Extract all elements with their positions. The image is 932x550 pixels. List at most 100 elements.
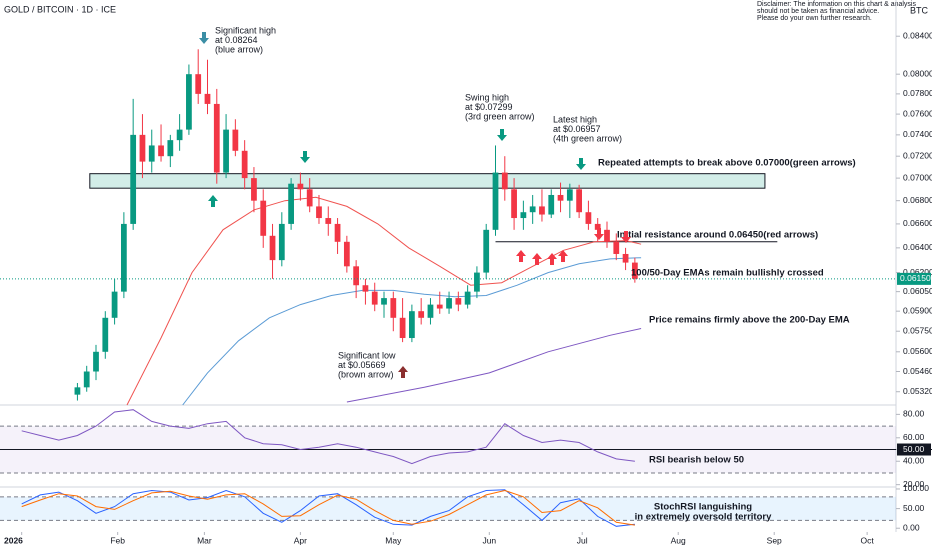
y-tick-label: 50.00 <box>903 444 925 454</box>
candle-body <box>539 206 545 215</box>
indicator-line <box>21 489 635 526</box>
candle-body <box>120 223 127 292</box>
annotation: StochRSI languishing <box>654 502 752 513</box>
last-price-label: 0.06150 <box>900 273 931 283</box>
resistance-zone <box>89 173 766 189</box>
candle-body <box>455 298 462 305</box>
candle-body <box>511 189 517 219</box>
candle-body <box>158 145 164 157</box>
y-tick-label: 0.07200 <box>903 150 932 160</box>
candle-body <box>399 317 406 339</box>
y-tick-label: 0.07600 <box>903 108 932 118</box>
arrow <box>547 253 557 265</box>
annotation: at 0.08264 <box>215 35 258 45</box>
y-tick-label: 0.05750 <box>903 325 932 335</box>
candle-body <box>557 194 564 201</box>
annotation: (4th green arrow) <box>553 133 622 143</box>
candle-body <box>316 206 322 219</box>
x-tick-label: Apr <box>294 535 307 545</box>
currency: BTC <box>910 5 929 15</box>
x-tick-label: Jun <box>482 535 496 545</box>
candle-body <box>260 200 267 236</box>
candle-body <box>436 304 443 309</box>
candle-body <box>613 241 620 254</box>
y-tick-label: 20.00 <box>903 479 925 489</box>
y-tick-label: 100.00 <box>903 483 929 493</box>
candle-body <box>139 134 146 162</box>
arrow <box>199 32 209 44</box>
candle-body <box>325 218 332 224</box>
candle-body <box>353 266 360 286</box>
x-tick-label: Mar <box>197 535 212 545</box>
annotation: at $0.07299 <box>465 102 513 112</box>
y-tick-label: 0.07000 <box>903 172 932 182</box>
arrow <box>558 250 568 262</box>
candle-body <box>474 272 480 292</box>
candle-body <box>566 189 573 201</box>
candle-body <box>176 129 183 141</box>
arrow <box>576 158 586 170</box>
annotation: Latest high <box>553 114 597 124</box>
annotation: (brown arrow) <box>338 369 394 379</box>
candle-body <box>585 212 592 224</box>
y-tick-label: 0.07800 <box>903 88 932 98</box>
y-tick-label: 0.05320 <box>903 386 932 396</box>
arrow <box>497 129 507 141</box>
candle-body <box>622 253 629 263</box>
candle-body <box>631 262 638 279</box>
annotation: RSI bearish below 50 <box>649 455 744 466</box>
y-tick-label: 0.06200 <box>903 267 932 277</box>
candle-body <box>381 298 387 305</box>
x-tick-label: May <box>385 535 402 545</box>
candle-body <box>604 229 610 242</box>
candle-body <box>483 229 490 273</box>
chart-title: GOLD / BITCOIN · 1D · ICE <box>4 4 116 14</box>
y-tick-label: 0.05460 <box>903 366 932 376</box>
arrow <box>300 151 310 163</box>
x-tick-label: Aug <box>671 535 686 545</box>
candle-body <box>213 103 220 173</box>
candle-body <box>102 317 109 352</box>
candle-body <box>501 172 508 190</box>
annotation: in extremely oversold territory <box>635 512 772 523</box>
candle-body <box>93 351 99 372</box>
arrow <box>208 195 218 207</box>
x-tick-label: Oct <box>861 535 875 545</box>
candle-body <box>594 223 601 230</box>
indicator-line <box>21 409 635 465</box>
candle-body <box>464 291 471 305</box>
annotation: (3rd green arrow) <box>465 111 535 121</box>
disclaimer: Disclaimer: The information on this char… <box>757 1 916 8</box>
y-tick-label: 0.05900 <box>903 305 932 315</box>
candle-body <box>148 145 155 162</box>
y-tick-label: 40.00 <box>903 455 925 465</box>
candle-body <box>520 212 527 219</box>
indicator-line <box>346 328 642 403</box>
candle-body <box>446 298 452 309</box>
annotation: Significant high <box>215 25 276 35</box>
band <box>0 496 896 521</box>
candle-body <box>548 194 555 215</box>
candle-body <box>492 172 499 230</box>
annotation: (blue arrow) <box>215 44 263 54</box>
annotation: at $0.06957 <box>553 124 601 134</box>
indicator-line <box>182 257 642 406</box>
arrow <box>516 250 526 262</box>
y-tick-label: 80.00 <box>903 409 925 419</box>
candle-body <box>130 134 137 224</box>
candle-body <box>251 178 257 201</box>
candle-body <box>306 189 313 207</box>
annotation: Initial resistance around 0.06450(red ar… <box>617 230 818 241</box>
candle-body <box>390 298 397 318</box>
annotation: Significant low <box>338 350 396 360</box>
candle-body <box>334 223 341 242</box>
candle-body <box>529 206 536 213</box>
x-tick-label: Feb <box>110 535 125 545</box>
y-tick-label: 0.00 <box>903 522 920 532</box>
annotation: Swing high <box>465 92 509 102</box>
candle-body <box>167 140 174 157</box>
candle-body <box>111 291 118 318</box>
y-tick-label: 0.08400 <box>903 30 932 40</box>
